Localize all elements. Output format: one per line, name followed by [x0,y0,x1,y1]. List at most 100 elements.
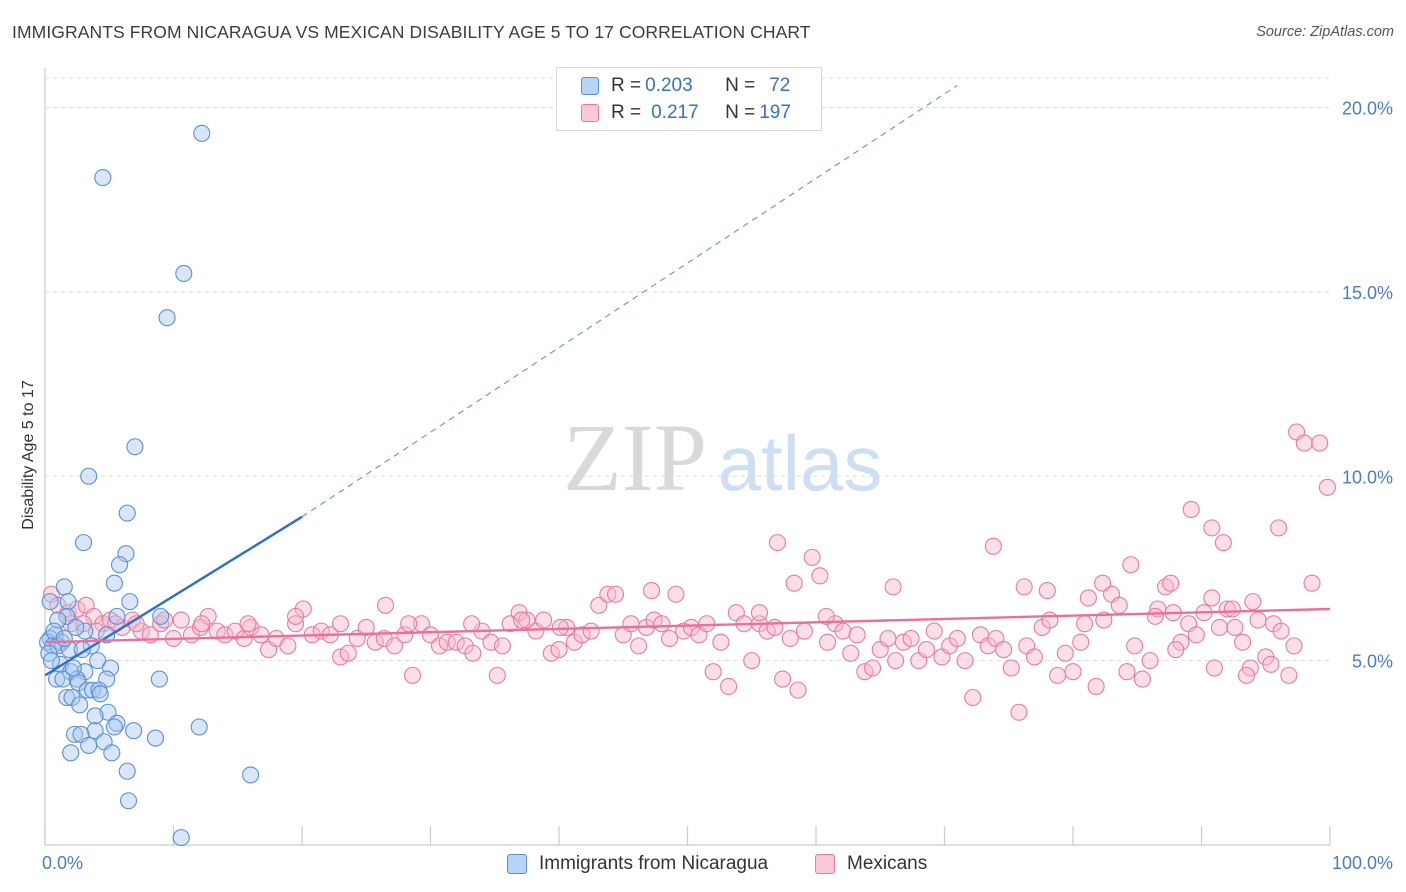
mexicans-point [1205,659,1223,677]
mexicans-point [279,637,297,655]
nicaragua-point [110,556,129,574]
mexicans-point [1064,663,1082,681]
mexicans-point [1072,633,1090,651]
mexicans-point [834,622,852,640]
series-legend-nicaragua[interactable]: Immigrants from Nicaragua [507,851,768,877]
nicaragua-point [80,736,98,754]
tick-labels: 5.0% 10.0% 15.0% 20.0% 0.0% 100.0% [42,99,1393,874]
mexicans-point [464,644,482,662]
nicaragua-point [41,593,59,611]
nicaragua-points [39,124,260,847]
axes [44,68,1331,846]
mexicans-point [1272,622,1290,640]
mexicans-point [493,637,512,655]
y-tick-label: 5.0% [1352,652,1393,672]
nicaragua-point [86,707,104,725]
mexicans-point [887,652,905,670]
mexicans-point [917,641,936,659]
mexicans-point [1295,434,1313,452]
mexicans-point [573,626,591,644]
nicaragua-point [71,696,89,714]
mexicans-point [287,607,305,625]
y-axis-label: Disability Age 5 to 17 [20,380,37,530]
series-label-nicaragua: Immigrants from Nicaragua [539,853,769,874]
mexicans-point [1141,652,1159,670]
nicaragua-point [49,611,67,629]
mexicans-point [193,615,211,633]
mexicans-point [768,534,787,552]
nicaragua-point [190,718,208,736]
nicaragua-point [119,792,138,810]
mexicans-point [956,652,974,670]
mexicans-point [1210,618,1229,636]
series-label-mexicans: Mexicans [847,853,928,874]
nicaragua-point [175,264,193,282]
mexicans-point [1182,500,1200,518]
nicaragua-point [103,744,121,762]
nicaragua-point [66,725,84,743]
nicaragua-point [125,722,143,740]
mexicans-point [172,611,190,629]
watermark-atlas: atlas [718,419,883,507]
mexicans-point [642,582,661,600]
mexicans-point [863,659,882,677]
mexicans-point [287,615,305,633]
gridlines [45,77,1330,662]
nicaragua-point [94,169,112,187]
mexicans-point [376,596,395,614]
series-legend-mexicans[interactable]: Mexicans [815,851,927,877]
mexicans-point [803,548,821,566]
source-label: Source: ZipAtlas.com [1256,24,1394,40]
mexicans-point [750,604,769,622]
mexicans-point [550,641,568,659]
nicaragua-point [58,607,76,625]
mexicans-point [1094,574,1112,592]
mexicans-point [239,615,257,633]
mexicans-point [357,618,375,636]
series-swatch-nicaragua [507,854,527,874]
mexicans-point [400,615,418,633]
mexicans-point [766,618,784,636]
mexicans-point [1303,574,1321,592]
mexicans-point [1262,655,1280,673]
mexicans-point [1087,677,1105,695]
x-tick-label: 0.0% [42,853,83,873]
mexicans-point [513,611,531,629]
mexicans-point [789,681,807,699]
mexicans-point [1237,666,1256,684]
legend-n-value: 197 [759,102,791,123]
trend-lines [44,84,1331,677]
mexicans-point [1280,666,1298,684]
mexicans-point [811,567,829,585]
mexicans-point [781,629,799,648]
mexicans-point [535,611,553,629]
nicaragua-point [126,438,144,456]
mexicans-point [1214,534,1232,552]
mexicans-point [1056,644,1074,662]
nicaragua-point [105,574,123,592]
mexicans-point [1049,666,1067,684]
nicaragua-trend-line [44,515,303,677]
legend-r-value: 0.217 [651,102,699,123]
mexicans-point [518,611,536,629]
watermark: ZIP atlas [563,404,882,511]
mexicans-point [1249,611,1267,629]
chart-title: IMMIGRANTS FROM NICARAGUA VS MEXICAN DIS… [12,22,811,42]
legend-n-value: 72 [769,75,791,96]
mexicans-point [1226,618,1244,636]
nicaragua-point [58,688,76,707]
nicaragua-point [55,578,73,596]
mexicans-point [879,629,897,648]
legend-swatch-nicaragua [581,77,599,95]
legend-row-mexicans: R = 0.217 N = 197 [581,101,791,125]
mexicans-point [667,585,685,603]
nicaragua-trend-extension [301,84,958,518]
nicaragua-point [89,652,107,670]
nicaragua-point [152,607,170,625]
nicaragua-point [76,622,94,640]
mexicans-point [995,641,1013,659]
mexicans-point [1234,633,1252,651]
mexicans-point [1002,659,1020,677]
mexicans-point [396,626,414,644]
